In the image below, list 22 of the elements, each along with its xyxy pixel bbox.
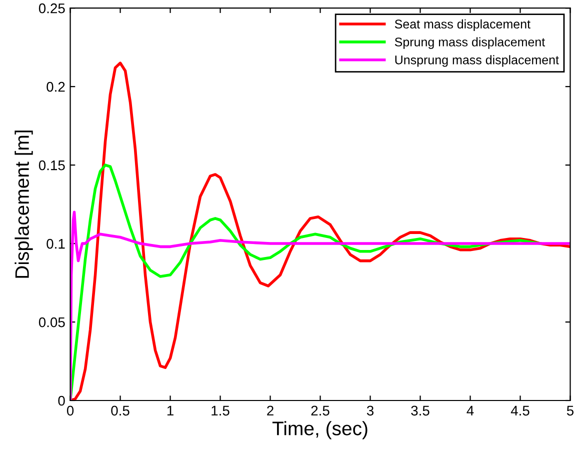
x-tick-label: 1.5 — [212, 406, 230, 416]
y-tick-label: 0.2 — [46, 82, 65, 92]
x-tick-label: 3.5 — [411, 406, 430, 416]
x-tick-label: 2.5 — [311, 406, 330, 416]
y-tick-label: 0.15 — [38, 160, 65, 170]
x-tick-label: 1 — [167, 406, 174, 416]
y-tick-label: 0 — [58, 396, 65, 406]
x-tick-label: 0.5 — [111, 406, 130, 416]
legend-label: Seat mass displacement — [394, 19, 530, 31]
x-tick-label: 2 — [267, 406, 274, 416]
x-axis-title: Time, (sec) — [272, 421, 368, 440]
y-axis-title: Displacement [m] — [14, 130, 33, 278]
y-tick-label: 0.1 — [46, 238, 65, 249]
y-tick-label: 0.05 — [38, 317, 65, 328]
x-tick-label: 3 — [366, 406, 374, 416]
x-tick-label: 4 — [466, 406, 474, 416]
x-tick-label: 4.5 — [510, 406, 530, 416]
legend-label: Sprung mass displacement — [394, 37, 546, 49]
legend-label: Unsprung mass displacement — [395, 55, 559, 67]
y-tick-label: 0.25 — [38, 3, 65, 14]
x-tick-label: 5 — [566, 406, 574, 416]
x-tick-label: 0 — [66, 406, 74, 416]
